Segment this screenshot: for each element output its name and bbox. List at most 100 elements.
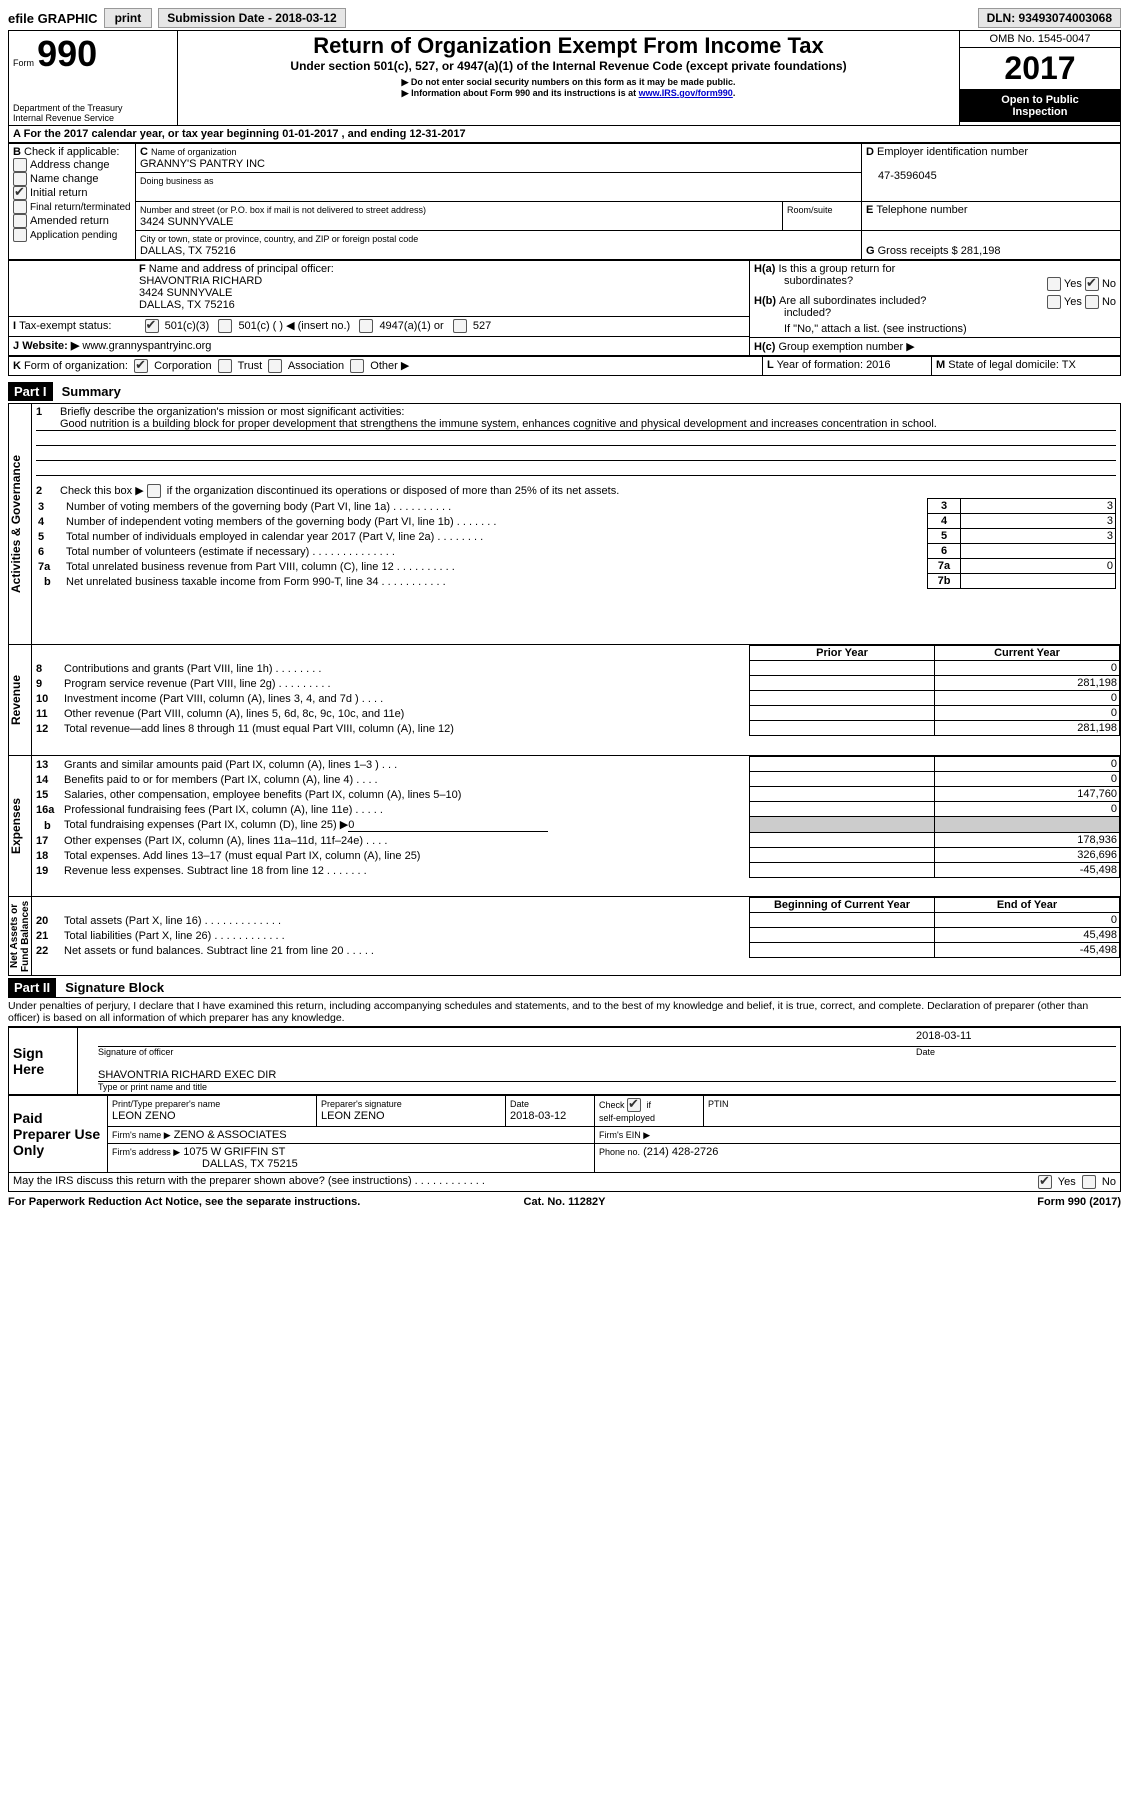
room-label: Room/suite bbox=[787, 205, 833, 215]
k-label: Form of organization: bbox=[24, 360, 128, 372]
ha-yes[interactable] bbox=[1047, 277, 1061, 291]
line-16b-pre: Total fundraising expenses (Part IX, col… bbox=[64, 819, 348, 831]
chk-final-return[interactable] bbox=[13, 200, 27, 214]
val-4: 3 bbox=[961, 514, 1116, 529]
opt-501c3: 501(c)(3) bbox=[165, 320, 210, 332]
hb-label: Are all subordinates included? bbox=[779, 295, 926, 307]
perjury-declaration: Under penalties of perjury, I declare th… bbox=[8, 997, 1121, 1027]
val-20: 0 bbox=[935, 913, 1120, 928]
line-13: Grants and similar amounts paid (Part IX… bbox=[62, 757, 750, 772]
firm-city: DALLAS, TX 75215 bbox=[112, 1158, 298, 1170]
col-prior-year: Prior Year bbox=[750, 646, 935, 661]
org-name: GRANNY'S PANTRY INC bbox=[140, 158, 265, 170]
firm-name-label: Firm's name ▶ bbox=[112, 1130, 171, 1140]
line-6: Total number of volunteers (estimate if … bbox=[64, 544, 928, 559]
chk-discontinued[interactable] bbox=[147, 484, 161, 498]
e-phone-label: Telephone number bbox=[876, 204, 967, 216]
opt-501c: 501(c) ( ) ◀ (insert no.) bbox=[238, 320, 350, 332]
opt-final-return: Final return/terminated bbox=[30, 202, 131, 213]
prep-sig: LEON ZENO bbox=[321, 1110, 385, 1122]
form-number: 990 bbox=[37, 33, 97, 74]
chk-501c[interactable] bbox=[218, 319, 232, 333]
ha-no[interactable] bbox=[1085, 277, 1099, 291]
discuss-row: May the IRS discuss this return with the… bbox=[8, 1173, 1121, 1192]
chk-4947[interactable] bbox=[359, 319, 373, 333]
val-16a: 0 bbox=[935, 802, 1120, 817]
f-officer-label: Name and address of principal officer: bbox=[149, 263, 334, 275]
firm-addr: 1075 W GRIFFIN ST bbox=[183, 1146, 285, 1158]
chk-trust[interactable] bbox=[218, 359, 232, 373]
sig-date-label: Date bbox=[910, 1047, 1116, 1057]
preparer-block: Paid Preparer Use Only Print/Type prepar… bbox=[8, 1095, 1121, 1173]
val-18: 326,696 bbox=[935, 848, 1120, 863]
discuss-label: May the IRS discuss this return with the… bbox=[13, 1175, 1038, 1189]
irs-link[interactable]: www.IRS.gov/form990 bbox=[639, 88, 733, 98]
submission-date: Submission Date - 2018-03-12 bbox=[158, 8, 345, 28]
chk-self-employed[interactable] bbox=[627, 1098, 641, 1112]
prep-sig-label: Preparer's signature bbox=[321, 1099, 402, 1109]
discuss-yes[interactable] bbox=[1038, 1175, 1052, 1189]
val-16b: 0 bbox=[348, 819, 548, 832]
part-i-table: Activities & Governance 1Briefly describ… bbox=[8, 403, 1121, 976]
omb-number: OMB No. 1545-0047 bbox=[960, 31, 1120, 48]
opt-other: Other ▶ bbox=[370, 360, 409, 372]
line-10: Investment income (Part VIII, column (A)… bbox=[62, 691, 750, 706]
chk-initial-return[interactable] bbox=[13, 186, 27, 200]
part-ii-title: Signature Block bbox=[59, 980, 164, 995]
hb-no[interactable] bbox=[1085, 295, 1099, 309]
officer-addr: 3424 SUNNYVALE bbox=[139, 287, 232, 299]
j-label: Website: ▶ bbox=[22, 340, 79, 352]
bullet-ssn: Do not enter social security numbers on … bbox=[411, 77, 736, 87]
val-13: 0 bbox=[935, 757, 1120, 772]
print-button[interactable]: print bbox=[104, 8, 153, 28]
part-i-hdr: Part I bbox=[8, 382, 53, 401]
firm-name: ZENO & ASSOCIATES bbox=[174, 1129, 287, 1141]
b-header: Check if applicable: bbox=[24, 146, 119, 158]
identity-block: B Check if applicable: Address change Na… bbox=[8, 143, 1121, 260]
sidebar-nab: Net Assets or Fund Balances bbox=[9, 897, 31, 975]
street-address: 3424 SUNNYVALE bbox=[140, 216, 233, 228]
top-bar: efile GRAPHIC print Submission Date - 20… bbox=[8, 8, 1121, 28]
self-emp-label: self-employed bbox=[599, 1113, 655, 1123]
chk-app-pending[interactable] bbox=[13, 228, 27, 242]
firm-ein-label: Firm's EIN ▶ bbox=[599, 1130, 650, 1140]
line-19: Revenue less expenses. Subtract line 18 … bbox=[62, 863, 750, 878]
chk-amended[interactable] bbox=[13, 214, 27, 228]
line-18: Total expenses. Add lines 13–17 (must eq… bbox=[62, 848, 750, 863]
firm-phone-label: Phone no. bbox=[599, 1147, 640, 1157]
val-3: 3 bbox=[961, 499, 1116, 514]
hb-yes[interactable] bbox=[1047, 295, 1061, 309]
footer-left: For Paperwork Reduction Act Notice, see … bbox=[8, 1196, 379, 1208]
line-17: Other expenses (Part IX, column (A), lin… bbox=[62, 833, 750, 848]
sig-officer-label: Signature of officer bbox=[98, 1047, 910, 1057]
h-ifno: If "No," attach a list. (see instruction… bbox=[750, 321, 1120, 337]
sig-name-label: Type or print name and title bbox=[98, 1082, 1116, 1092]
city-value: DALLAS, TX 75216 bbox=[140, 245, 236, 257]
line-12: Total revenue—add lines 8 through 11 (mu… bbox=[62, 721, 750, 736]
val-22: -45,498 bbox=[935, 943, 1120, 958]
line-8: Contributions and grants (Part VIII, lin… bbox=[62, 661, 750, 676]
chk-527[interactable] bbox=[453, 319, 467, 333]
opt-name-change: Name change bbox=[30, 173, 99, 185]
dln-label: DLN: 93493074003068 bbox=[978, 8, 1121, 28]
dept-treasury: Department of the Treasury bbox=[13, 103, 173, 113]
discuss-no[interactable] bbox=[1082, 1175, 1096, 1189]
chk-501c3[interactable] bbox=[145, 319, 159, 333]
line-11: Other revenue (Part VIII, column (A), li… bbox=[62, 706, 750, 721]
legal-domicile: TX bbox=[1062, 359, 1076, 371]
i-label: Tax-exempt status: bbox=[19, 320, 111, 332]
bullet-info-pre: Information about Form 990 and its instr… bbox=[411, 88, 639, 98]
chk-assoc[interactable] bbox=[268, 359, 282, 373]
chk-corp[interactable] bbox=[134, 359, 148, 373]
officer-name: SHAVONTRIA RICHARD bbox=[139, 275, 262, 287]
chk-other[interactable] bbox=[350, 359, 364, 373]
tax-year: 2017 bbox=[960, 48, 1120, 90]
line-9: Program service revenue (Part VIII, line… bbox=[62, 676, 750, 691]
chk-address-change[interactable] bbox=[13, 158, 27, 172]
sig-name: SHAVONTRIA RICHARD EXEC DIR bbox=[98, 1061, 1116, 1082]
officer-block: F Name and address of principal officer:… bbox=[8, 260, 1121, 356]
form-subtitle: Under section 501(c), 527, or 4947(a)(1)… bbox=[182, 59, 955, 73]
row-a: A For the 2017 calendar year, or tax yea… bbox=[8, 126, 1121, 143]
val-15: 147,760 bbox=[935, 787, 1120, 802]
website-value: www.grannyspantryinc.org bbox=[82, 340, 211, 352]
